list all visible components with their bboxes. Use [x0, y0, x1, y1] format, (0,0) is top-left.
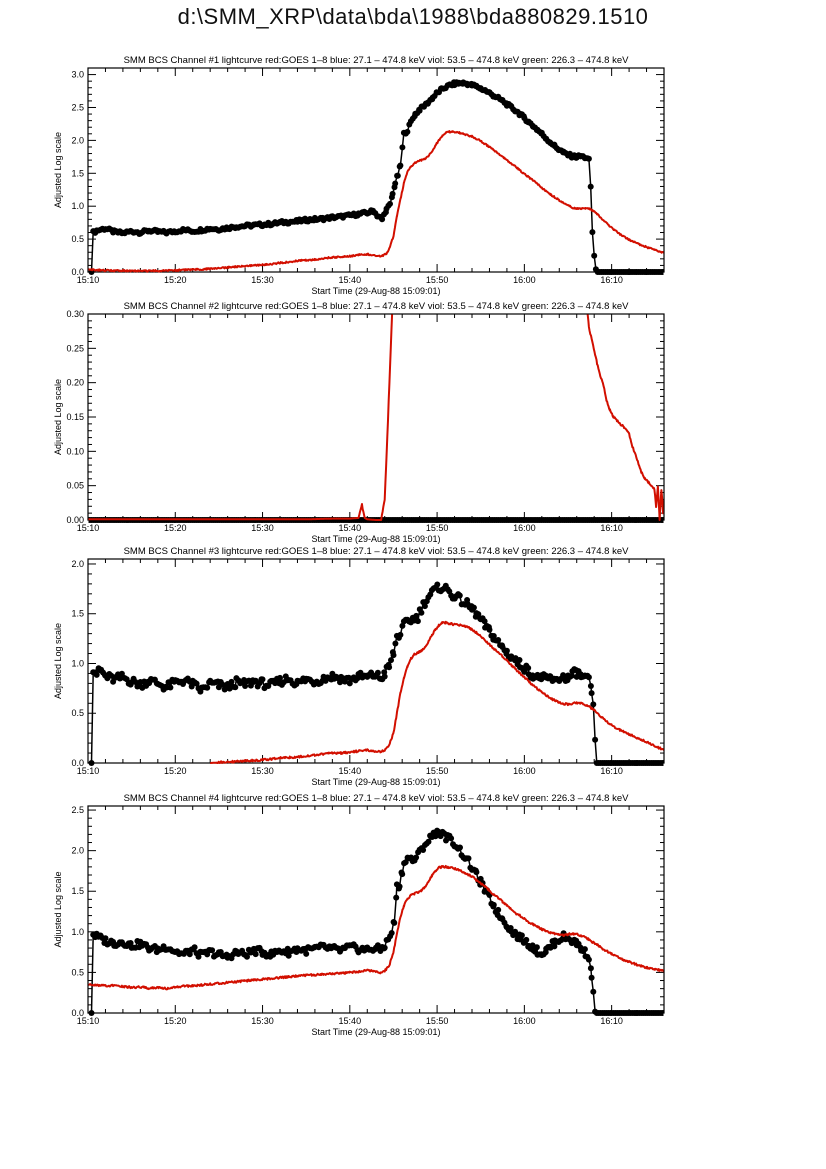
x-tick-label: 16:10	[600, 1016, 623, 1026]
x-tick-label: 15:50	[426, 766, 449, 776]
plot-frame	[87, 805, 665, 1014]
y-tick-label: 0.25	[66, 343, 84, 353]
y-tick-label: 0.5	[71, 967, 84, 977]
panel-title: SMM BCS Channel #1 lightcurve red:GOES 1…	[124, 55, 630, 66]
ticks	[87, 68, 664, 273]
x-tick-label: 15:20	[164, 1016, 187, 1026]
y-tick-label: 0.0	[71, 267, 84, 277]
x-tick-label: 16:00	[513, 766, 536, 776]
panel-title: SMM BCS Channel #2 lightcurve red:GOES 1…	[124, 301, 630, 312]
y-tick-label: 0.0	[71, 1008, 84, 1018]
ticks	[87, 806, 664, 1014]
bcs-curve	[88, 79, 664, 275]
x-axis-label: Start Time (29-Aug-88 15:09:01)	[311, 777, 440, 787]
y-tick-label: 2.0	[71, 559, 84, 569]
goes-curve	[209, 620, 664, 764]
x-axis-label: Start Time (29-Aug-88 15:09:01)	[311, 286, 440, 296]
x-tick-label: 15:10	[77, 1016, 100, 1026]
x-tick-label: 15:20	[164, 275, 187, 285]
x-tick-label: 16:00	[513, 523, 536, 533]
goes-curve	[88, 130, 664, 273]
y-tick-label: 2.5	[71, 102, 84, 112]
y-tick-label: 0.5	[71, 708, 84, 718]
y-tick-label: 3.0	[71, 70, 84, 80]
x-axis-label: Start Time (29-Aug-88 15:09:01)	[311, 1027, 440, 1037]
bcs-curve	[88, 581, 664, 766]
y-tick-label: 0.00	[66, 515, 84, 525]
x-tick-label: 15:40	[339, 766, 362, 776]
x-tick-label: 15:10	[77, 766, 100, 776]
goes-curve	[88, 314, 664, 521]
y-tick-label: 0.20	[66, 378, 84, 388]
bcs-curve	[88, 827, 664, 1016]
y-axis-label: Adjusted Log scale	[53, 623, 63, 699]
x-tick-label: 16:10	[600, 523, 623, 533]
y-tick-label: 0.5	[71, 234, 84, 244]
x-tick-label: 15:40	[339, 1016, 362, 1026]
y-tick-label: 0.10	[66, 446, 84, 456]
x-tick-label: 15:10	[77, 275, 100, 285]
y-tick-label: 0.15	[66, 412, 84, 422]
ticks	[87, 559, 664, 764]
y-tick-label: 1.5	[71, 886, 84, 896]
y-tick-label: 1.0	[71, 658, 84, 668]
plot-frame	[87, 558, 665, 764]
y-tick-label: 2.0	[71, 135, 84, 145]
page-title: d:\SMM_XRP\data\bda\1988\bda880829.1510	[177, 4, 649, 29]
panel-1: SMM BCS Channel #1 lightcurve red:GOES 1…	[53, 55, 665, 296]
panel-3: SMM BCS Channel #3 lightcurve red:GOES 1…	[53, 546, 665, 787]
goes-curve	[88, 864, 664, 991]
y-tick-label: 2.0	[71, 846, 84, 856]
x-axis-label: Start Time (29-Aug-88 15:09:01)	[311, 534, 440, 544]
x-tick-label: 15:50	[426, 1016, 449, 1026]
y-tick-label: 1.5	[71, 609, 84, 619]
x-tick-label: 15:30	[251, 1016, 274, 1026]
y-tick-label: 2.5	[71, 805, 84, 815]
x-tick-label: 16:00	[513, 1016, 536, 1026]
plot-frame	[87, 313, 665, 521]
y-tick-label: 1.0	[71, 201, 84, 211]
x-tick-label: 15:30	[251, 275, 274, 285]
plot-frame	[87, 67, 665, 273]
x-tick-label: 15:50	[426, 523, 449, 533]
y-tick-label: 0.30	[66, 309, 84, 319]
y-tick-label: 0.05	[66, 481, 84, 491]
x-tick-label: 15:20	[164, 523, 187, 533]
x-tick-label: 15:20	[164, 766, 187, 776]
y-axis-label: Adjusted Log scale	[53, 132, 63, 208]
x-tick-label: 15:30	[251, 523, 274, 533]
panel-title: SMM BCS Channel #3 lightcurve red:GOES 1…	[124, 546, 630, 557]
y-tick-label: 0.0	[71, 758, 84, 768]
x-tick-label: 16:10	[600, 766, 623, 776]
x-tick-label: 15:10	[77, 523, 100, 533]
x-tick-label: 15:40	[339, 523, 362, 533]
y-tick-label: 1.0	[71, 927, 84, 937]
ticks	[87, 313, 664, 521]
x-tick-label: 15:40	[339, 275, 362, 285]
y-axis-label: Adjusted Log scale	[53, 871, 63, 947]
y-tick-label: 1.5	[71, 168, 84, 178]
x-tick-label: 15:30	[251, 766, 274, 776]
panel-4: SMM BCS Channel #4 lightcurve red:GOES 1…	[53, 793, 665, 1037]
x-tick-label: 15:50	[426, 275, 449, 285]
x-tick-label: 16:00	[513, 275, 536, 285]
y-axis-label: Adjusted Log scale	[53, 379, 63, 455]
x-tick-label: 16:10	[600, 275, 623, 285]
panel-2: SMM BCS Channel #2 lightcurve red:GOES 1…	[53, 301, 665, 544]
panel-title: SMM BCS Channel #4 lightcurve red:GOES 1…	[124, 793, 630, 804]
